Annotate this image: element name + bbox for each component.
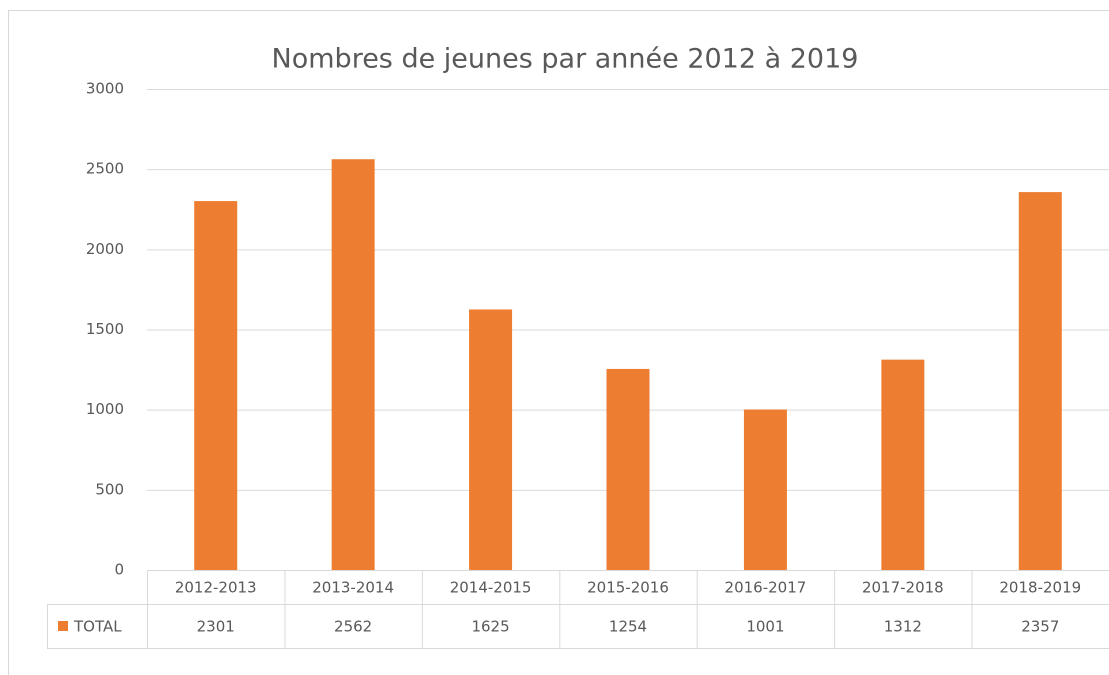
- chart-title: Nombres de jeunes par année 2012 à 2019: [272, 44, 859, 75]
- bar: [606, 368, 650, 570]
- table-value: 2301: [197, 618, 235, 636]
- x-tick-label: 2015-2016: [587, 579, 669, 597]
- table-value: 1312: [884, 618, 922, 636]
- table-value: 2357: [1021, 618, 1059, 636]
- bar: [194, 201, 238, 570]
- x-tick-label: 2012-2013: [175, 579, 257, 597]
- x-tick-label: 2016-2017: [725, 579, 807, 597]
- y-tick-label: 0: [114, 561, 124, 579]
- legend-label: TOTAL: [73, 618, 122, 636]
- y-tick-label: 1000: [86, 400, 124, 418]
- table-value: 1254: [609, 618, 647, 636]
- x-tick-label: 2014-2015: [450, 579, 532, 597]
- y-tick-label: 2500: [86, 160, 124, 178]
- x-tick-label: 2018-2019: [999, 579, 1081, 597]
- bar: [1018, 192, 1062, 570]
- chart-border: [8, 10, 1109, 675]
- bar: [743, 409, 787, 570]
- legend-key: [58, 621, 68, 631]
- y-tick-label: 1500: [86, 320, 124, 338]
- y-tick-label: 3000: [86, 80, 124, 98]
- table-value: 2562: [334, 618, 372, 636]
- bar: [881, 359, 925, 570]
- x-tick-label: 2013-2014: [312, 579, 394, 597]
- table-value: 1001: [746, 618, 784, 636]
- y-tick-label: 2000: [86, 240, 124, 258]
- x-tick-label: 2017-2018: [862, 579, 944, 597]
- bar: [469, 309, 513, 570]
- bar: [331, 159, 375, 570]
- table-value: 1625: [471, 618, 509, 636]
- y-tick-label: 500: [95, 480, 124, 498]
